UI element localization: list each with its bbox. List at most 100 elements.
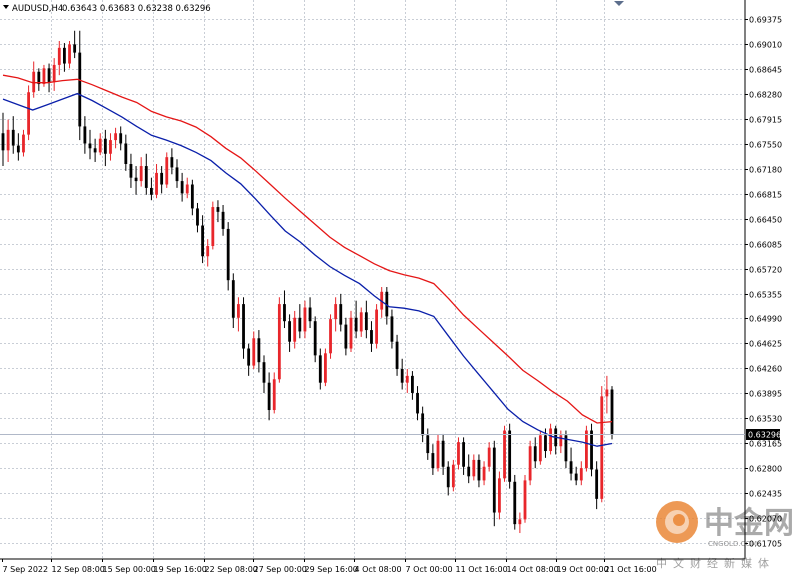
candle-body	[242, 304, 245, 349]
candle-body	[68, 44, 71, 64]
candle-body	[288, 321, 291, 342]
y-tick-label: 0.62800	[749, 465, 782, 474]
candle	[63, 43, 66, 72]
candle-body	[324, 353, 327, 383]
y-tick-label: 0.69010	[749, 41, 782, 50]
watermark-domain: CNGOLD.COM	[708, 540, 757, 548]
candle-body	[533, 446, 537, 462]
candle	[472, 454, 476, 481]
y-tick-label: 0.67915	[749, 116, 782, 125]
candle	[190, 179, 194, 216]
candle-body	[180, 181, 184, 194]
candle-body	[334, 304, 338, 320]
candle-body	[27, 92, 30, 135]
candle-body	[574, 473, 578, 481]
brand-logo-core-icon	[673, 514, 685, 526]
candle-body	[252, 338, 256, 366]
candle	[579, 461, 583, 486]
candle	[538, 430, 542, 465]
candle-body	[544, 435, 547, 452]
candle	[68, 41, 71, 69]
candle	[395, 334, 399, 376]
x-tick-label: 7 Sep 2022	[3, 565, 49, 574]
candle-body	[569, 461, 573, 474]
candle-body	[155, 172, 158, 195]
x-tick-label: 14 Oct 08:00	[507, 565, 559, 574]
candle	[272, 372, 276, 414]
candle	[103, 129, 107, 167]
candle	[129, 153, 133, 188]
price-tag-label: 0.63296	[748, 431, 781, 440]
candle	[283, 290, 286, 329]
candle	[503, 425, 506, 482]
candle-body	[487, 447, 491, 467]
candle-body	[124, 143, 128, 165]
candle	[150, 177, 153, 201]
candle	[590, 423, 593, 477]
candle	[288, 314, 291, 352]
candle-body	[411, 375, 414, 393]
candle	[175, 159, 179, 188]
candle	[83, 116, 87, 154]
dropdown-triangle-icon[interactable]	[3, 5, 9, 9]
candle-body	[446, 466, 450, 488]
candle-body	[498, 478, 501, 513]
candle-body	[37, 71, 41, 85]
x-tick-label: 27 Sep 00:00	[254, 565, 307, 574]
candle	[293, 310, 297, 349]
candle	[349, 310, 353, 352]
candle-body	[226, 228, 230, 281]
candle	[73, 30, 77, 59]
candle	[247, 343, 251, 376]
candle-body	[170, 157, 174, 168]
candle	[462, 437, 465, 475]
candle	[134, 166, 138, 195]
y-tick-label: 0.69375	[749, 16, 782, 25]
candle-body	[175, 167, 179, 182]
candle-body	[416, 392, 419, 414]
candle	[47, 63, 51, 93]
candle-body	[359, 312, 363, 332]
candle	[610, 386, 614, 440]
candle-body	[211, 207, 215, 247]
candles	[1, 30, 614, 534]
candle	[426, 428, 430, 460]
candle-body	[585, 430, 588, 469]
candle	[421, 406, 425, 443]
candle	[32, 61, 36, 98]
chart-shift-marker-icon[interactable]	[614, 1, 624, 6]
y-tick-label: 0.67180	[749, 166, 782, 175]
candle	[528, 440, 532, 486]
candle-body	[298, 317, 302, 332]
candle-body	[16, 145, 20, 153]
y-tick-label: 0.62435	[749, 490, 782, 499]
candle-body	[354, 317, 358, 332]
candle-body	[513, 481, 517, 525]
candle-body	[375, 309, 378, 344]
candle	[400, 358, 404, 390]
y-tick-label: 0.64625	[749, 340, 782, 349]
candle-body	[610, 389, 614, 434]
candle-body	[595, 469, 599, 499]
x-tick-label: 19 Sep 16:00	[154, 565, 207, 574]
candle-body	[477, 459, 481, 481]
x-tick-label: 22 Sep 08:00	[205, 565, 258, 574]
candle	[339, 293, 343, 332]
y-tick-label: 0.66450	[749, 216, 782, 225]
candle-body	[329, 319, 332, 354]
candle	[109, 133, 112, 161]
candle-body	[441, 440, 445, 467]
y-tick-label: 0.63895	[749, 390, 782, 399]
y-tick-label: 0.65720	[749, 266, 782, 275]
candle-body	[160, 172, 164, 185]
candle	[513, 474, 517, 530]
candle-body	[564, 435, 568, 462]
candle	[196, 202, 199, 233]
candle	[354, 300, 358, 339]
candle-body	[196, 208, 199, 226]
candle-body	[339, 304, 343, 325]
candle	[518, 512, 522, 534]
candle	[467, 454, 471, 484]
